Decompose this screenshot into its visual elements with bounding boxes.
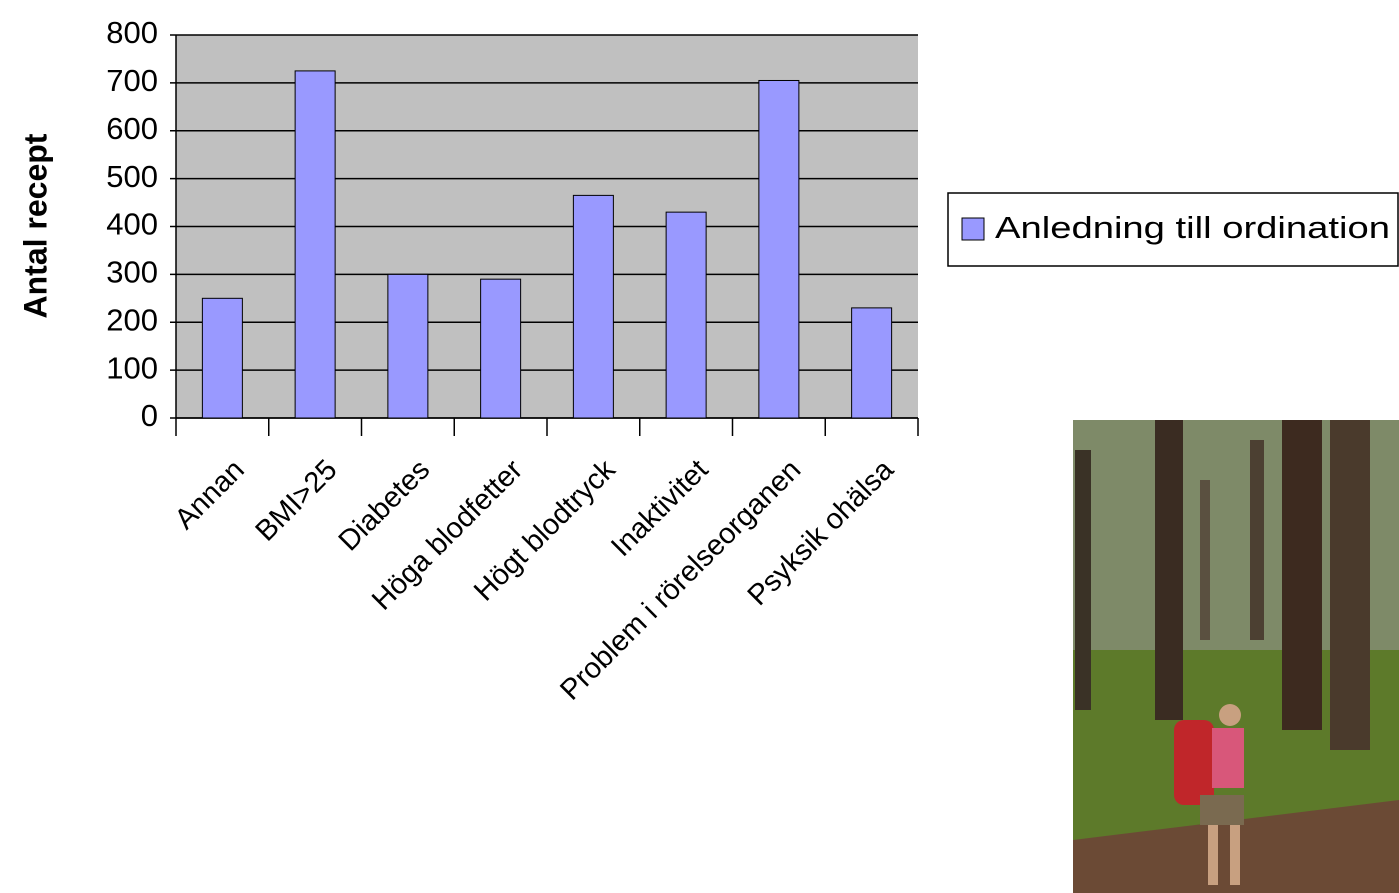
legend: Anledning till ordination	[948, 193, 1398, 266]
photo	[1073, 420, 1399, 893]
page: {"chart_data": {"type": "bar", "y_label"…	[0, 0, 1399, 893]
bar	[388, 274, 428, 418]
y-tick-label: 500	[106, 159, 158, 194]
y-tick-label: 700	[106, 63, 158, 98]
y-tick-label: 200	[106, 302, 158, 337]
y-tick-label: 300	[106, 255, 158, 290]
bar	[852, 308, 892, 418]
y-tick-label: 800	[106, 15, 158, 50]
legend-swatch	[962, 218, 984, 240]
y-tick-label: 600	[106, 111, 158, 146]
legend-label: Anledning till ordination	[995, 210, 1390, 245]
x-tick-label: BMI>25	[250, 454, 344, 548]
x-tick-label: Annan	[169, 454, 251, 536]
bar	[481, 279, 521, 418]
bar	[202, 298, 242, 418]
y-tick-label: 100	[106, 350, 158, 385]
y-axis-title: Antal recept	[17, 133, 53, 318]
bar	[573, 195, 613, 418]
bar	[759, 80, 799, 418]
bar	[666, 212, 706, 418]
y-tick-label: 0	[141, 398, 158, 433]
bar	[295, 71, 335, 418]
chart: Antal recept Anledning till ordination 0…	[0, 0, 1399, 893]
y-tick-label: 400	[106, 207, 158, 242]
